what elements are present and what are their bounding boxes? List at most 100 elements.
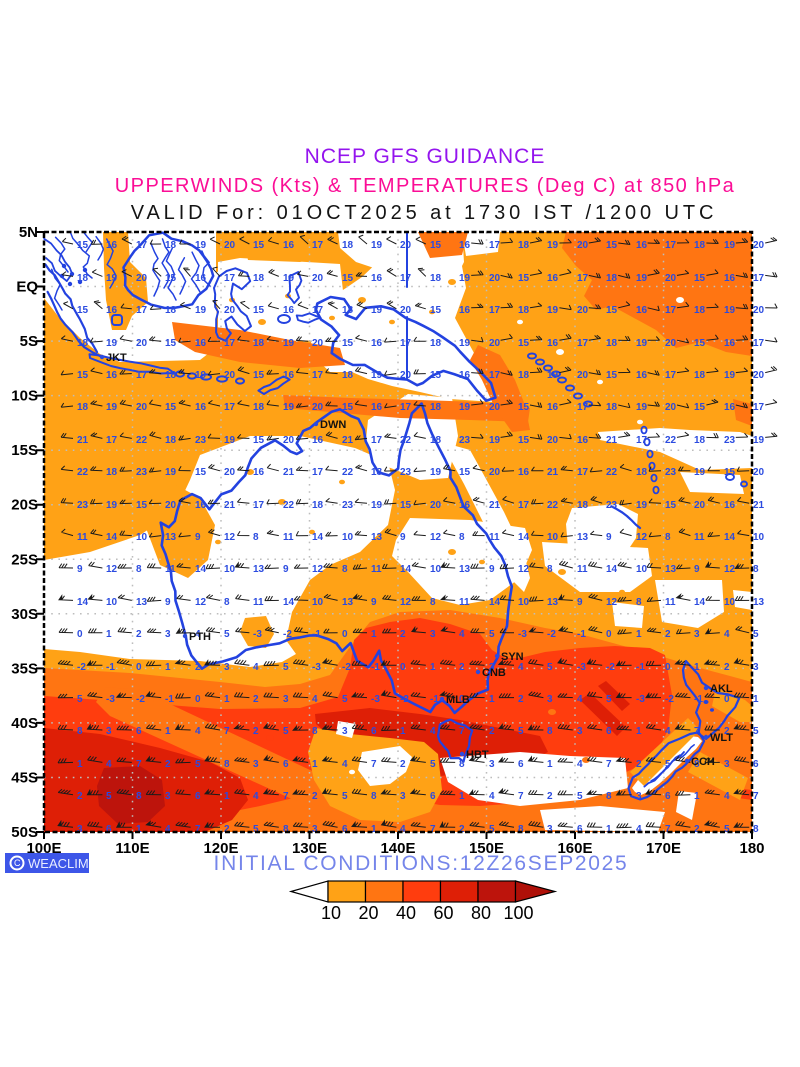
svg-text:1: 1 [430, 662, 436, 673]
svg-text:1: 1 [753, 694, 759, 705]
svg-text:10: 10 [321, 903, 341, 923]
svg-text:18: 18 [165, 240, 177, 251]
svg-text:6: 6 [518, 759, 524, 770]
svg-text:4: 4 [106, 759, 112, 770]
svg-text:16: 16 [371, 402, 383, 413]
svg-text:1: 1 [165, 662, 171, 673]
svg-text:20: 20 [753, 240, 765, 251]
svg-text:12: 12 [224, 532, 236, 543]
svg-text:6: 6 [371, 726, 377, 737]
svg-text:2: 2 [195, 662, 201, 673]
svg-text:13: 13 [665, 564, 677, 575]
svg-text:17: 17 [489, 305, 501, 316]
svg-text:10: 10 [636, 564, 648, 575]
svg-text:17: 17 [753, 273, 765, 284]
svg-text:20: 20 [665, 273, 677, 284]
svg-text:8: 8 [547, 564, 553, 575]
svg-text:3: 3 [283, 694, 289, 705]
svg-text:3: 3 [694, 629, 700, 640]
svg-text:14: 14 [283, 597, 295, 608]
svg-text:18: 18 [371, 467, 383, 478]
svg-text:20S: 20S [11, 497, 38, 514]
svg-text:19: 19 [547, 240, 559, 251]
svg-text:-1: -1 [694, 694, 703, 705]
svg-text:19: 19 [195, 240, 207, 251]
svg-text:2: 2 [136, 629, 142, 640]
svg-text:20: 20 [489, 467, 501, 478]
svg-text:19: 19 [636, 402, 648, 413]
svg-text:18: 18 [694, 435, 706, 446]
svg-text:40: 40 [396, 903, 416, 923]
svg-text:2: 2 [400, 629, 406, 640]
svg-text:11: 11 [371, 564, 382, 575]
svg-text:5: 5 [283, 726, 289, 737]
svg-text:2: 2 [253, 726, 259, 737]
svg-text:7: 7 [459, 726, 465, 737]
svg-text:13: 13 [165, 532, 177, 543]
svg-text:14: 14 [694, 597, 706, 608]
svg-text:3: 3 [577, 726, 583, 737]
svg-text:8: 8 [430, 597, 436, 608]
svg-text:23: 23 [606, 500, 618, 511]
svg-text:7: 7 [136, 759, 142, 770]
svg-text:3: 3 [224, 662, 230, 673]
svg-text:17: 17 [400, 402, 412, 413]
svg-text:16: 16 [547, 338, 559, 349]
svg-text:16: 16 [312, 435, 324, 446]
svg-text:16: 16 [253, 467, 265, 478]
svg-text:-1: -1 [165, 694, 174, 705]
svg-text:15: 15 [665, 500, 677, 511]
svg-text:13: 13 [753, 597, 765, 608]
svg-text:40S: 40S [11, 715, 38, 732]
svg-text:22: 22 [606, 467, 618, 478]
svg-text:6: 6 [606, 726, 612, 737]
svg-text:-3: -3 [253, 629, 262, 640]
svg-text:5: 5 [753, 629, 759, 640]
svg-text:23: 23 [724, 435, 736, 446]
svg-text:4: 4 [253, 791, 259, 802]
svg-text:-1: -1 [577, 629, 586, 640]
svg-text:15: 15 [342, 273, 354, 284]
svg-text:1: 1 [547, 759, 553, 770]
svg-text:15: 15 [253, 240, 265, 251]
svg-text:18: 18 [77, 402, 89, 413]
svg-text:5: 5 [253, 824, 259, 835]
svg-text:7: 7 [283, 791, 289, 802]
svg-text:20: 20 [577, 305, 589, 316]
svg-text:18: 18 [165, 370, 177, 381]
svg-text:15: 15 [606, 305, 618, 316]
svg-text:15: 15 [165, 338, 177, 349]
svg-text:15: 15 [518, 402, 530, 413]
svg-text:12: 12 [312, 564, 324, 575]
svg-text:20: 20 [753, 370, 765, 381]
svg-text:16: 16 [636, 305, 648, 316]
svg-text:2: 2 [253, 694, 259, 705]
svg-text:16: 16 [195, 273, 207, 284]
svg-text:20: 20 [489, 338, 501, 349]
svg-text:20: 20 [577, 370, 589, 381]
svg-text:15: 15 [195, 467, 207, 478]
svg-text:5N: 5N [19, 224, 38, 241]
svg-text:19: 19 [224, 435, 236, 446]
svg-text:5: 5 [106, 791, 112, 802]
svg-text:4: 4 [489, 791, 495, 802]
svg-text:1: 1 [224, 694, 230, 705]
svg-text:3: 3 [106, 726, 112, 737]
svg-text:4: 4 [312, 694, 318, 705]
svg-text:1: 1 [77, 759, 83, 770]
svg-text:0: 0 [665, 662, 671, 673]
svg-text:2: 2 [636, 759, 642, 770]
svg-text:19: 19 [724, 305, 736, 316]
svg-text:23: 23 [342, 500, 354, 511]
svg-text:0: 0 [606, 629, 612, 640]
svg-text:3: 3 [165, 791, 171, 802]
svg-text:1: 1 [312, 759, 318, 770]
svg-text:21: 21 [283, 467, 295, 478]
svg-text:17: 17 [136, 370, 148, 381]
svg-text:17: 17 [489, 370, 501, 381]
svg-text:10S: 10S [11, 388, 38, 405]
svg-text:2: 2 [400, 759, 406, 770]
svg-text:20: 20 [358, 903, 378, 923]
svg-text:8: 8 [606, 791, 612, 802]
svg-text:1: 1 [606, 824, 612, 835]
